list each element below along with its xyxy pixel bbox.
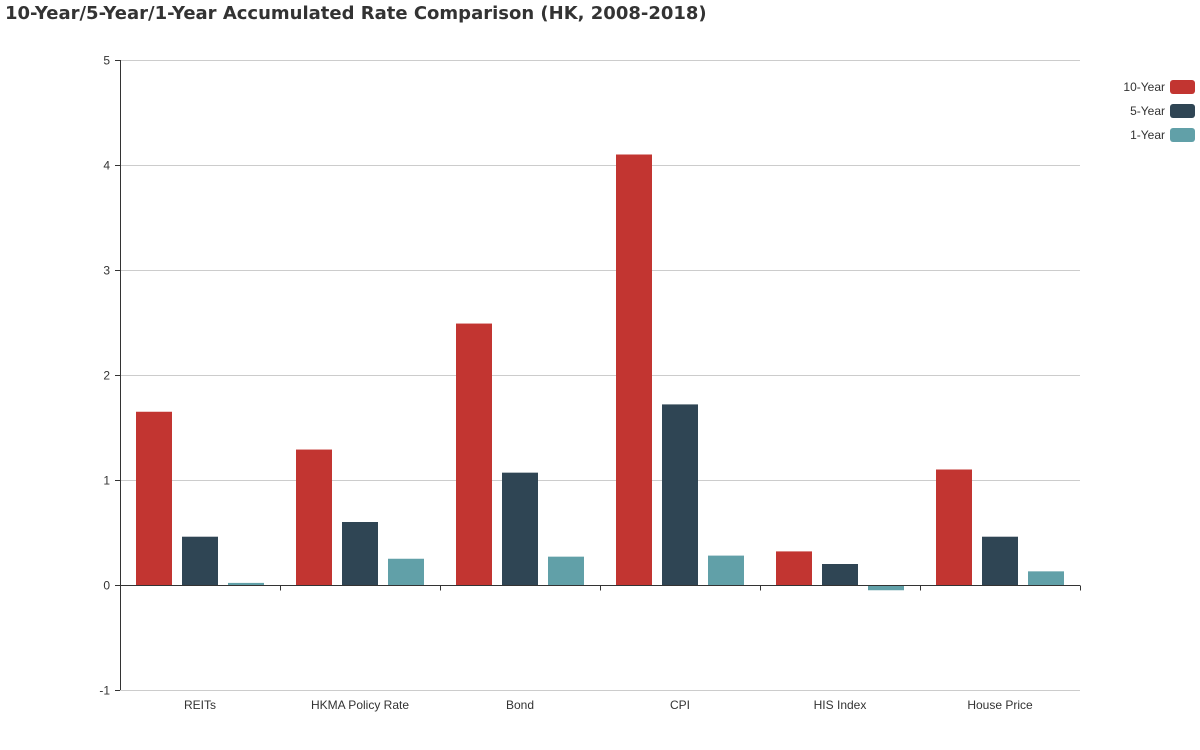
bar bbox=[182, 536, 218, 585]
bar bbox=[456, 323, 492, 585]
legend-swatch bbox=[1170, 104, 1195, 118]
y-tick-label: 2 bbox=[103, 369, 110, 383]
y-tick-label: 1 bbox=[103, 474, 110, 488]
chart-title: 10-Year/5-Year/1-Year Accumulated Rate C… bbox=[5, 3, 707, 24]
x-tick-label: Bond bbox=[506, 698, 534, 712]
y-tick-label: 0 bbox=[103, 579, 110, 593]
bar bbox=[822, 564, 858, 585]
bar bbox=[776, 551, 812, 585]
x-tick-label: REITs bbox=[184, 698, 216, 712]
bar bbox=[708, 555, 744, 585]
bar bbox=[342, 522, 378, 585]
legend-swatch bbox=[1170, 80, 1195, 94]
bars bbox=[136, 154, 1064, 591]
bar bbox=[616, 154, 652, 585]
x-tick-label: CPI bbox=[670, 698, 690, 712]
x-tick-label: HIS Index bbox=[814, 698, 867, 712]
bar bbox=[136, 411, 172, 585]
legend-label: 1-Year bbox=[1130, 128, 1165, 142]
bar bbox=[982, 536, 1018, 585]
x-tick-label: HKMA Policy Rate bbox=[311, 698, 409, 712]
bar bbox=[388, 558, 424, 585]
bar bbox=[936, 469, 972, 585]
bar bbox=[662, 404, 698, 585]
bar bbox=[502, 472, 538, 585]
grid-lines bbox=[120, 60, 1080, 691]
legend: 10-Year 5-Year 1-Year bbox=[1123, 80, 1195, 142]
legend-label: 5-Year bbox=[1130, 104, 1165, 118]
axes: -1 0 1 2 3 4 5 REITs HKMA Policy Rate Bond CPI HIS … bbox=[99, 54, 1081, 712]
bar bbox=[1028, 571, 1064, 585]
y-tick-label: 4 bbox=[103, 159, 110, 173]
x-tick-label: House Price bbox=[967, 698, 1033, 712]
y-tick-label: 3 bbox=[103, 264, 110, 278]
bar bbox=[868, 585, 904, 591]
legend-swatch bbox=[1170, 128, 1195, 142]
legend-label: 10-Year bbox=[1123, 80, 1165, 94]
bar bbox=[296, 449, 332, 585]
bar bbox=[548, 556, 584, 585]
y-tick-label: -1 bbox=[99, 684, 110, 698]
bar bbox=[228, 582, 264, 585]
y-tick-label: 5 bbox=[103, 54, 110, 68]
